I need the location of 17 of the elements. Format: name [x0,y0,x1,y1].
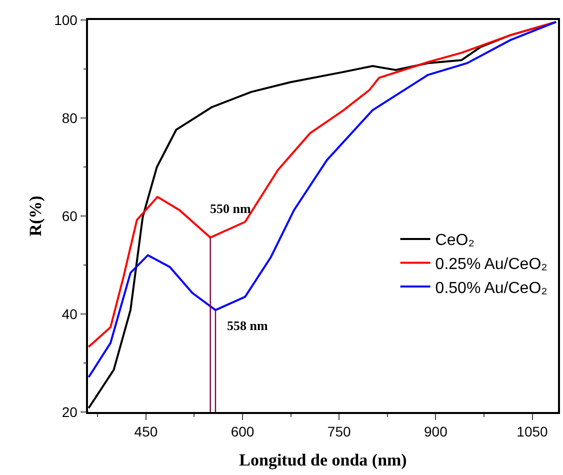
x-axis-title: Longitud de onda (nm) [239,450,407,470]
y-tick-label: 60 [62,208,78,224]
annotation: 558 nm [227,318,268,333]
y-tick-label: 40 [62,306,78,322]
annotation: 550 nm [210,201,251,216]
y-tick-label: 20 [62,404,78,420]
x-tick-label: 600 [230,424,254,440]
x-tick-label: 450 [134,424,158,440]
x-tick-label: 1050 [516,424,548,440]
legend-label: 0.25% Au/CeO₂ [435,256,548,273]
y-tick-label: 80 [62,110,78,126]
x-tick-label: 750 [327,424,351,440]
y-tick-label: 100 [54,12,78,28]
legend-label: CeO₂ [435,232,474,250]
x-tick-label: 900 [424,424,448,440]
legend-label: 0.50% Au/CeO₂ [435,280,548,297]
y-axis-title: R(%) [26,196,46,236]
